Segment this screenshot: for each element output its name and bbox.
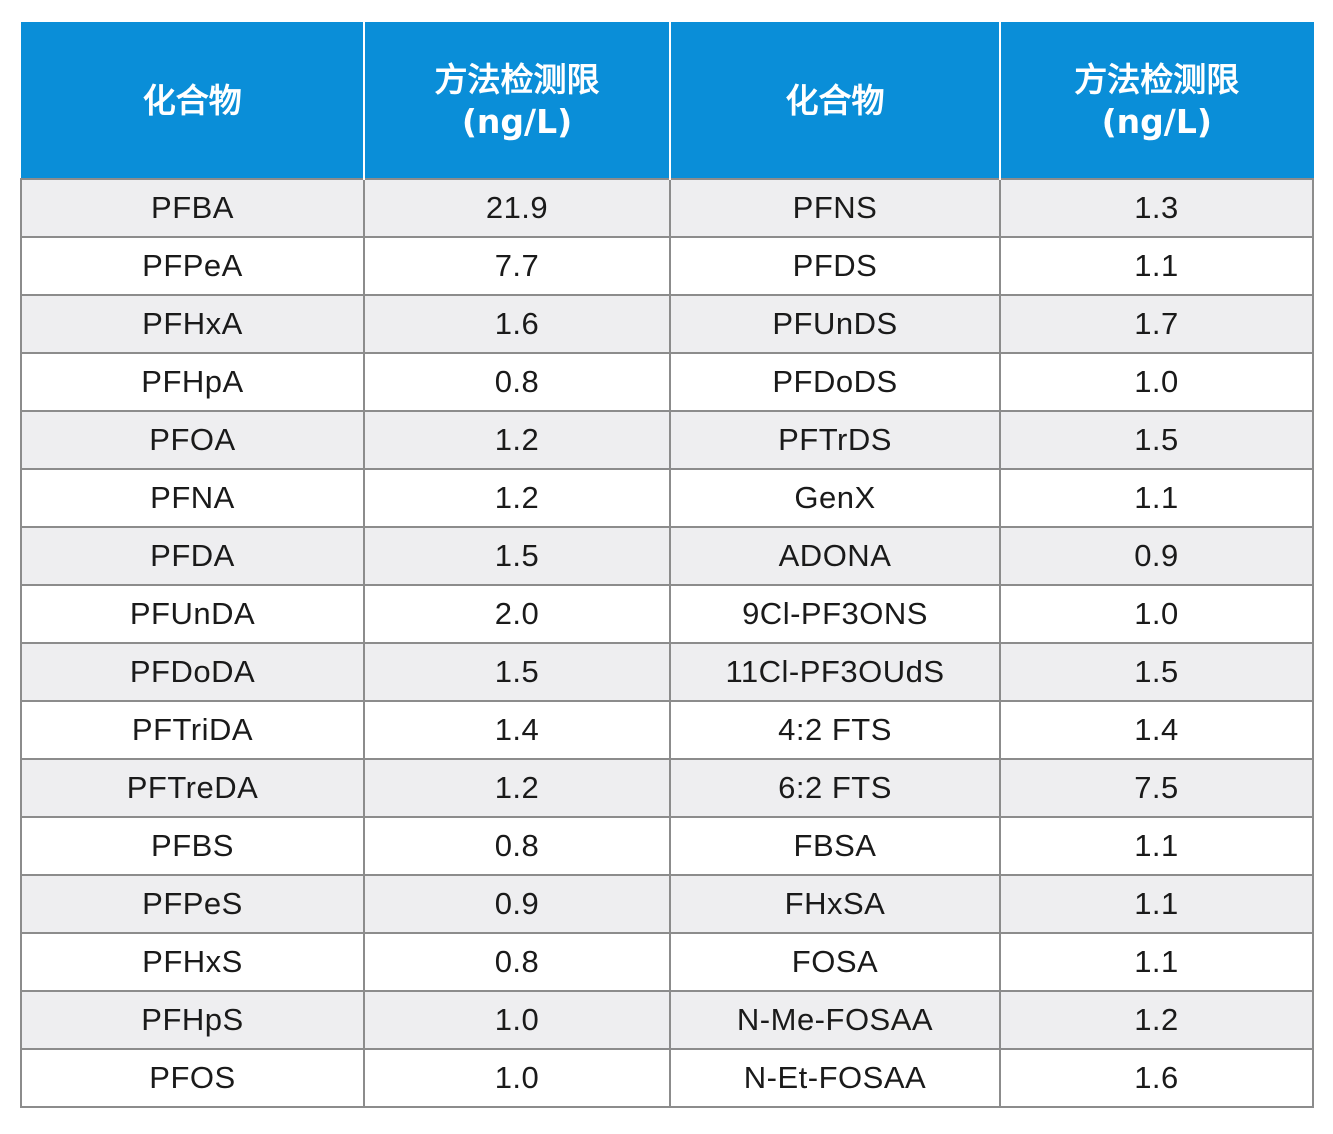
table-row: PFHxS 0.8 FOSA 1.1 <box>20 932 1314 992</box>
detection-limit-table: 化合物 方法检测限 (ng/L) 化合物 方法检测限 (ng/L) PFBA 21… <box>20 22 1314 1108</box>
compound-2-cell: 9Cl-PF3ONS <box>669 584 1001 644</box>
header-mdl-2-unit: (ng/L) <box>1101 101 1212 141</box>
compound-2-cell: PFUnDS <box>669 294 1001 354</box>
compound-1-cell: PFDA <box>20 526 365 586</box>
mdl-2-cell: 7.5 <box>999 758 1314 818</box>
mdl-2-cell: 1.5 <box>999 642 1314 702</box>
mdl-1-cell: 0.8 <box>363 352 671 412</box>
mdl-1-cell: 1.5 <box>363 642 671 702</box>
mdl-2-cell: 1.1 <box>999 932 1314 992</box>
compound-1-cell: PFTreDA <box>20 758 365 818</box>
compound-1-cell: PFHpA <box>20 352 365 412</box>
header-compound-1: 化合物 <box>20 22 365 180</box>
mdl-2-cell: 1.1 <box>999 236 1314 296</box>
header-mdl-2-label: 方法检测限 <box>1074 59 1240 99</box>
header-mdl-2: 方法检测限 (ng/L) <box>999 22 1314 180</box>
table-row: PFUnDA 2.0 9Cl-PF3ONS 1.0 <box>20 584 1314 644</box>
compound-2-cell: ADONA <box>669 526 1001 586</box>
table-row: PFOA 1.2 PFTrDS 1.5 <box>20 410 1314 470</box>
table-body: PFBA 21.9 PFNS 1.3 PFPeA 7.7 PFDS 1.1 PFHxA 1.6 PF… <box>20 178 1314 1108</box>
table-row: PFHpA 0.8 PFDoDS 1.0 <box>20 352 1314 412</box>
compound-2-cell: PFNS <box>669 178 1001 238</box>
mdl-1-cell: 1.6 <box>363 294 671 354</box>
compound-1-cell: PFTriDA <box>20 700 365 760</box>
mdl-1-cell: 1.2 <box>363 410 671 470</box>
table-row: PFNA 1.2 GenX 1.1 <box>20 468 1314 528</box>
compound-2-cell: FBSA <box>669 816 1001 876</box>
header-mdl-1-label: 方法检测限 <box>434 59 600 99</box>
header-mdl-1-unit: (ng/L) <box>461 101 573 141</box>
detection-limit-table-container: 化合物 方法检测限 (ng/L) 化合物 方法检测限 (ng/L) PFBA 21… <box>20 22 1314 1108</box>
mdl-2-cell: 0.9 <box>999 526 1314 586</box>
compound-2-cell: GenX <box>669 468 1001 528</box>
compound-2-cell: N-Et-FOSAA <box>669 1048 1001 1108</box>
table-row: PFDA 1.5 ADONA 0.9 <box>20 526 1314 586</box>
mdl-1-cell: 0.8 <box>363 932 671 992</box>
table-row: PFBS 0.8 FBSA 1.1 <box>20 816 1314 876</box>
table-row: PFBA 21.9 PFNS 1.3 <box>20 178 1314 238</box>
mdl-2-cell: 1.7 <box>999 294 1314 354</box>
table-row: PFHxA 1.6 PFUnDS 1.7 <box>20 294 1314 354</box>
mdl-2-cell: 1.0 <box>999 352 1314 412</box>
compound-1-cell: PFUnDA <box>20 584 365 644</box>
compound-2-cell: PFDoDS <box>669 352 1001 412</box>
mdl-1-cell: 1.2 <box>363 468 671 528</box>
compound-2-cell: 4:2 FTS <box>669 700 1001 760</box>
compound-1-cell: PFOS <box>20 1048 365 1108</box>
header-row: 化合物 方法检测限 (ng/L) 化合物 方法检测限 (ng/L) <box>20 22 1314 180</box>
table-row: PFPeA 7.7 PFDS 1.1 <box>20 236 1314 296</box>
mdl-2-cell: 1.1 <box>999 816 1314 876</box>
compound-1-cell: PFNA <box>20 468 365 528</box>
compound-1-cell: PFBS <box>20 816 365 876</box>
table-row: PFHpS 1.0 N-Me-FOSAA 1.2 <box>20 990 1314 1050</box>
table-row: PFTriDA 1.4 4:2 FTS 1.4 <box>20 700 1314 760</box>
compound-2-cell: FHxSA <box>669 874 1001 934</box>
compound-1-cell: PFOA <box>20 410 365 470</box>
mdl-1-cell: 7.7 <box>363 236 671 296</box>
mdl-1-cell: 2.0 <box>363 584 671 644</box>
mdl-1-cell: 21.9 <box>363 178 671 238</box>
mdl-2-cell: 1.3 <box>999 178 1314 238</box>
compound-1-cell: PFPeS <box>20 874 365 934</box>
mdl-2-cell: 1.5 <box>999 410 1314 470</box>
compound-1-cell: PFHpS <box>20 990 365 1050</box>
mdl-2-cell: 1.1 <box>999 468 1314 528</box>
compound-2-cell: N-Me-FOSAA <box>669 990 1001 1050</box>
compound-2-cell: FOSA <box>669 932 1001 992</box>
mdl-1-cell: 1.0 <box>363 990 671 1050</box>
mdl-2-cell: 1.6 <box>999 1048 1314 1108</box>
table-row: PFTreDA 1.2 6:2 FTS 7.5 <box>20 758 1314 818</box>
mdl-1-cell: 1.2 <box>363 758 671 818</box>
mdl-1-cell: 1.0 <box>363 1048 671 1108</box>
mdl-1-cell: 1.4 <box>363 700 671 760</box>
table-row: PFOS 1.0 N-Et-FOSAA 1.6 <box>20 1048 1314 1108</box>
compound-1-cell: PFHxA <box>20 294 365 354</box>
compound-2-cell: PFDS <box>669 236 1001 296</box>
compound-2-cell: PFTrDS <box>669 410 1001 470</box>
header-compound-1-label: 化合物 <box>142 80 242 120</box>
compound-2-cell: 11Cl-PF3OUdS <box>669 642 1001 702</box>
compound-1-cell: PFPeA <box>20 236 365 296</box>
compound-1-cell: PFBA <box>20 178 365 238</box>
table-header: 化合物 方法检测限 (ng/L) 化合物 方法检测限 (ng/L) <box>20 22 1314 180</box>
header-compound-2: 化合物 <box>669 22 1001 180</box>
header-mdl-1: 方法检测限 (ng/L) <box>363 22 671 180</box>
mdl-2-cell: 1.0 <box>999 584 1314 644</box>
mdl-1-cell: 0.9 <box>363 874 671 934</box>
compound-1-cell: PFDoDA <box>20 642 365 702</box>
compound-2-cell: 6:2 FTS <box>669 758 1001 818</box>
table-row: PFPeS 0.9 FHxSA 1.1 <box>20 874 1314 934</box>
table-row: PFDoDA 1.5 11Cl-PF3OUdS 1.5 <box>20 642 1314 702</box>
header-compound-2-label: 化合物 <box>785 80 885 120</box>
mdl-1-cell: 1.5 <box>363 526 671 586</box>
mdl-1-cell: 0.8 <box>363 816 671 876</box>
compound-1-cell: PFHxS <box>20 932 365 992</box>
mdl-2-cell: 1.4 <box>999 700 1314 760</box>
mdl-2-cell: 1.1 <box>999 874 1314 934</box>
mdl-2-cell: 1.2 <box>999 990 1314 1050</box>
